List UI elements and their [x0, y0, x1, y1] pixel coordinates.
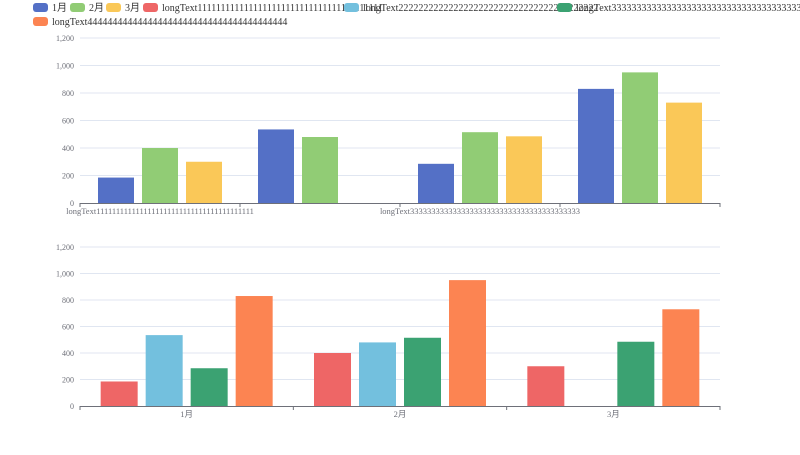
y-tick-label: 0	[70, 402, 74, 411]
legend-item[interactable]: longText44444444444444444444444444444444…	[33, 17, 287, 28]
bar	[190, 368, 228, 406]
bar	[666, 102, 702, 203]
legend-item[interactable]: longText33333333333333333333333333333333…	[557, 3, 800, 14]
chart-2: 0 200 400 600 800 1,000 1,200 1月 2月 3月	[56, 243, 721, 419]
legend-label: longText33333333333333333333333333333333…	[576, 3, 800, 14]
legend-swatch-icon	[106, 3, 121, 12]
chart-1: 0 200 400 600 800 1,000 1,200 longText111111111…	[56, 34, 721, 216]
y-tick-label: 400	[62, 144, 74, 153]
y-tick-label: 200	[62, 172, 74, 181]
bar	[527, 366, 565, 406]
bar	[662, 309, 700, 406]
bar	[100, 381, 138, 406]
legend-label: longText11111111111111111111111111111111…	[162, 3, 383, 14]
legend-swatch-icon	[143, 3, 158, 12]
bar	[418, 163, 454, 203]
y-tick-label: 600	[62, 323, 74, 332]
x-tick-label: 2月	[394, 409, 407, 419]
bar	[359, 342, 396, 406]
y-tick-label: 400	[62, 349, 74, 358]
bar	[186, 161, 222, 203]
bar	[302, 137, 338, 203]
legend-swatch-icon	[344, 3, 359, 12]
bar	[142, 148, 178, 203]
legend-item[interactable]: 2月	[70, 2, 104, 14]
bar	[462, 132, 498, 203]
bar	[622, 72, 658, 203]
legend-swatch-icon	[70, 3, 85, 12]
y-tick-label: 1,200	[56, 34, 74, 43]
bar	[506, 136, 542, 203]
legend-swatch-icon	[33, 17, 48, 26]
bar	[235, 296, 273, 406]
x-tick-label: 1月	[180, 409, 193, 419]
bar	[449, 280, 486, 406]
legend-swatch-icon	[33, 3, 48, 12]
bar	[258, 129, 294, 203]
legend-swatch-icon	[557, 3, 572, 12]
legend-label: longText44444444444444444444444444444444…	[52, 17, 287, 28]
bar	[314, 353, 351, 406]
y-tick-label: 1,000	[56, 270, 74, 279]
x-tick-label: longText11111111111111111111111111111111…	[66, 206, 254, 216]
x-tick-label: 3月	[607, 409, 620, 419]
legend-item[interactable]: longText22222222222222222222222222222222…	[344, 3, 598, 14]
bar	[145, 335, 183, 406]
y-tick-label: 0	[70, 199, 74, 208]
y-tick-label: 1,000	[56, 62, 74, 71]
x-tick-label: longText33333333333333333333333333333333…	[380, 206, 580, 216]
legend-label: 2月	[89, 2, 104, 14]
legend: 1月 2月 3月 longText11111111111111111111111111…	[33, 2, 800, 28]
y-tick-label: 800	[62, 89, 74, 98]
legend-item[interactable]: longText11111111111111111111111111111111…	[143, 3, 383, 14]
legend-label: 1月	[52, 2, 67, 14]
legend-item[interactable]: 3月	[106, 2, 140, 14]
legend-item[interactable]: 1月	[33, 2, 67, 14]
bar	[617, 341, 655, 406]
y-tick-label: 1,200	[56, 243, 74, 252]
y-tick-label: 800	[62, 296, 74, 305]
legend-label: 3月	[125, 2, 140, 14]
legend-label: longText22222222222222222222222222222222…	[363, 3, 598, 14]
y-tick-label: 200	[62, 376, 74, 385]
y-tick-label: 600	[62, 117, 74, 126]
bar	[404, 337, 441, 406]
bar	[98, 177, 134, 203]
bar	[578, 88, 614, 203]
